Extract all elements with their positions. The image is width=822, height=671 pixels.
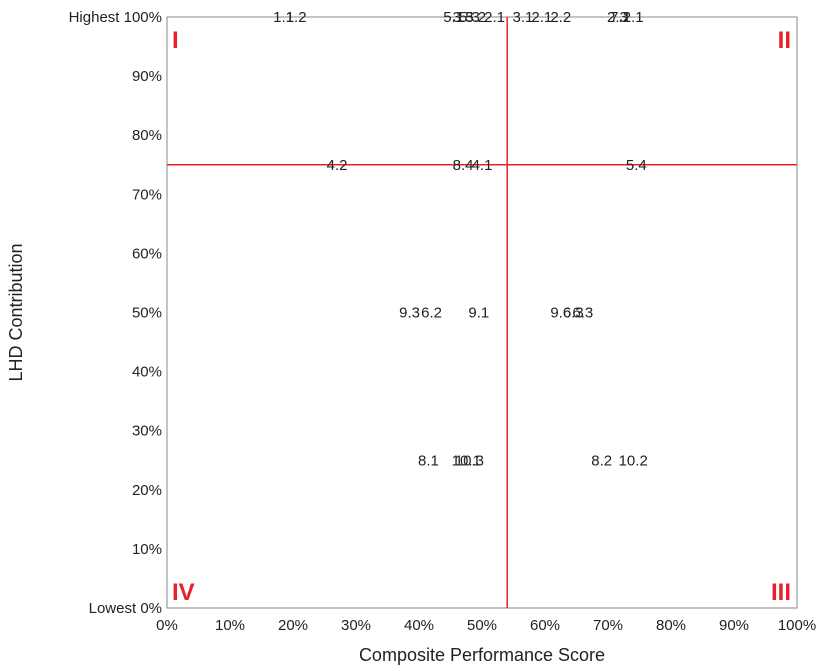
y-tick-label: 60% [132, 245, 162, 262]
x-axis-ticks: 0% 10% 20% 30% 40% 50% 60% 70% 80% 90% 100% [156, 617, 816, 634]
point-label: 1.2 [286, 9, 307, 26]
x-tick-label: 0% [156, 617, 178, 634]
point-label: 2.2 [550, 9, 571, 26]
y-tick-label: 40% [132, 364, 162, 381]
x-tick-label: 10% [215, 617, 245, 634]
y-tick-label: Highest 100% [69, 9, 162, 26]
quadrant-label: I [172, 27, 179, 54]
point-label: 9.1 [468, 305, 489, 322]
x-tick-label: 50% [467, 617, 497, 634]
y-tick-label: 90% [132, 68, 162, 85]
point-label: 2.1 [623, 9, 644, 26]
point-label: 5.1 [443, 9, 464, 26]
point-label: 3.3 [453, 9, 474, 26]
point-label: 8.1 [418, 452, 439, 469]
y-tick-label: 50% [132, 305, 162, 322]
y-axis-ticks: Lowest 0% 10% 20% 30% 40% 50% 60% 70% 80% 90% High… [69, 9, 162, 617]
point-label: 10.1 [452, 452, 481, 469]
reference-lines [167, 17, 797, 608]
x-tick-label: 80% [656, 617, 686, 634]
quadrant-label: II [778, 27, 791, 54]
y-tick-label: 30% [132, 423, 162, 440]
x-axis-title: Composite Performance Score [359, 645, 605, 665]
point-label: 8.2 [591, 452, 612, 469]
point-label: 5.3 [459, 9, 480, 26]
point-label: 10.2 [619, 452, 648, 469]
point-label: 7.1 [610, 9, 631, 26]
point-label: 6.3 [563, 305, 584, 322]
point-label: 6.2 [421, 305, 442, 322]
point-label: 3.1 [513, 9, 534, 26]
point-label: 4.1 [472, 157, 493, 174]
plot-frame [166, 16, 798, 609]
x-tick-label: 100% [778, 617, 816, 634]
point-label: 9.6 [550, 305, 571, 322]
x-tick-label: 30% [341, 617, 371, 634]
point-label: 2.1 [531, 9, 552, 26]
x-tick-label: 70% [593, 617, 623, 634]
point-label: 10.3 [455, 452, 484, 469]
point-label: 8.4 [453, 157, 474, 174]
point-label: 2.1 [484, 9, 505, 26]
x-tick-label: 90% [719, 617, 749, 634]
quadrant-label: III [771, 579, 791, 606]
y-tick-label: 20% [132, 482, 162, 499]
point-label: 2.3 [607, 9, 628, 26]
quadrant-label: IV [172, 579, 195, 606]
point-label: 5.4 [626, 157, 647, 174]
point-label: 9.3 [399, 305, 420, 322]
point-label: 1.1 [273, 9, 294, 26]
point-label: 5.2 [465, 9, 486, 26]
y-tick-label: 70% [132, 186, 162, 203]
y-tick-label: Lowest 0% [89, 600, 162, 617]
y-tick-label: 10% [132, 541, 162, 558]
x-tick-label: 40% [404, 617, 434, 634]
x-tick-label: 20% [278, 617, 308, 634]
x-tick-label: 60% [530, 617, 560, 634]
y-tick-label: 80% [132, 127, 162, 144]
y-axis-title: LHD Contribution [6, 243, 26, 381]
point-label: 4.2 [327, 157, 348, 174]
point-label: 6.3 [572, 305, 593, 322]
point-labels: 1.11.2 5.13.35.35.22.1 3.12.12.2 2.37.12.14… [273, 9, 648, 469]
